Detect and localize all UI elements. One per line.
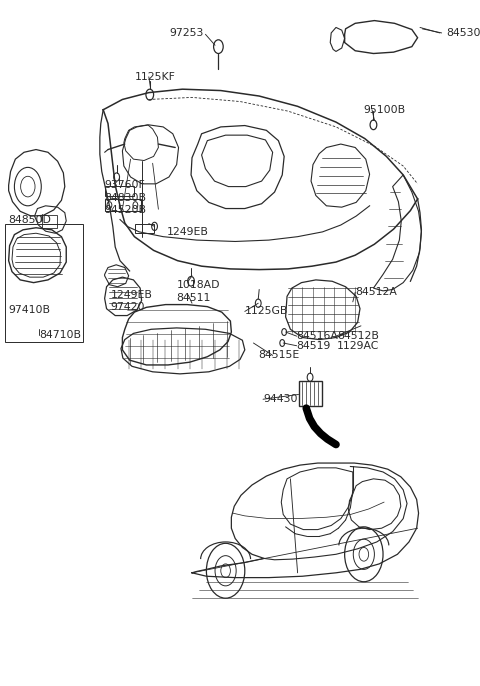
Text: 94520B: 94520B bbox=[105, 205, 147, 215]
Text: 97420: 97420 bbox=[110, 303, 145, 312]
Text: 84830B: 84830B bbox=[105, 193, 147, 202]
Text: 84850D: 84850D bbox=[9, 215, 51, 224]
Text: 93760F: 93760F bbox=[105, 180, 145, 190]
Text: 84511: 84511 bbox=[177, 293, 211, 303]
Bar bbox=[299, 381, 322, 406]
Text: 97253: 97253 bbox=[169, 28, 204, 38]
Text: 1249EB: 1249EB bbox=[167, 227, 209, 237]
Text: 84512A: 84512A bbox=[355, 287, 397, 297]
Text: 84519: 84519 bbox=[297, 341, 331, 351]
Text: 1018AD: 1018AD bbox=[177, 281, 220, 290]
Text: 84710B: 84710B bbox=[39, 330, 81, 340]
Text: 84515E: 84515E bbox=[258, 351, 300, 360]
Text: 94430: 94430 bbox=[263, 394, 298, 404]
Bar bbox=[105, 199, 141, 211]
Text: 1129AC: 1129AC bbox=[337, 341, 379, 351]
Bar bbox=[5, 224, 83, 342]
Text: 84512B: 84512B bbox=[337, 331, 379, 341]
Text: 1125GB: 1125GB bbox=[245, 307, 288, 316]
Bar bbox=[42, 215, 57, 228]
Text: 97410B: 97410B bbox=[9, 305, 51, 315]
Text: 84516A: 84516A bbox=[297, 331, 338, 341]
Text: 95100B: 95100B bbox=[364, 105, 406, 115]
Text: 1125KF: 1125KF bbox=[134, 72, 175, 82]
Text: 1249EB: 1249EB bbox=[110, 290, 152, 300]
Bar bbox=[105, 186, 134, 196]
Text: 84530: 84530 bbox=[446, 28, 480, 38]
Bar bbox=[135, 224, 154, 233]
